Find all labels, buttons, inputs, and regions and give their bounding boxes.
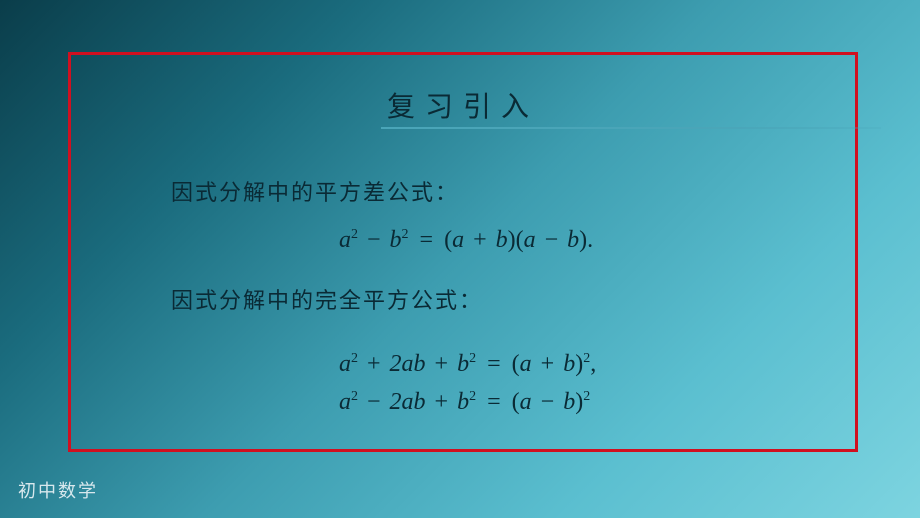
section-1: 因式分解中的平方差公式： <box>171 175 459 207</box>
formula2-line2: a2 − 2ab + b2 = (a − b)2 <box>339 383 596 421</box>
title-underline <box>381 127 881 129</box>
content-box: 复习引入 因式分解中的平方差公式： a2 − b2 = (a + b)(a − … <box>68 52 858 452</box>
section2-label: 因式分解中的完全平方公式： <box>171 288 483 313</box>
formula2-line1: a2 + 2ab + b2 = (a + b)2, <box>339 345 596 383</box>
slide-title: 复习引入 <box>387 85 539 125</box>
section-2: 因式分解中的完全平方公式： <box>171 283 483 315</box>
formula-difference-of-squares: a2 − b2 = (a + b)(a − b). <box>339 227 593 254</box>
footer-label: 初中数学 <box>18 477 98 503</box>
formula-perfect-square: a2 + 2ab + b2 = (a + b)2, a2 − 2ab + b2 … <box>339 345 596 422</box>
title-container: 复习引入 <box>71 55 855 125</box>
section1-label: 因式分解中的平方差公式： <box>171 180 459 205</box>
